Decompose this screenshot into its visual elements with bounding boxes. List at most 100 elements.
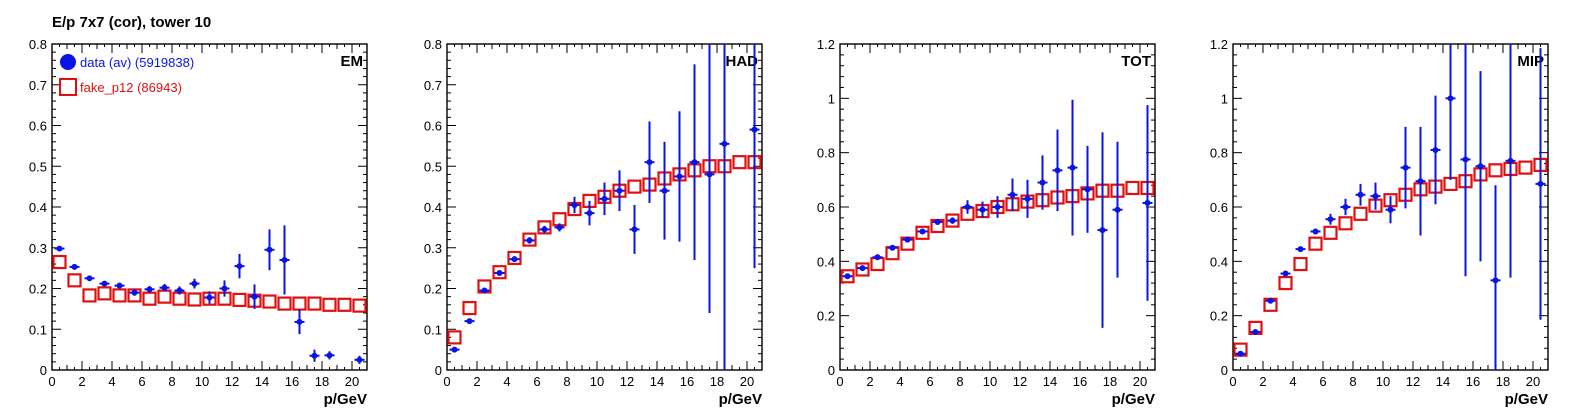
fake-point [97, 286, 112, 301]
data-point [131, 289, 138, 296]
data-point [526, 237, 533, 244]
y-tick-label: 0.1 [29, 322, 47, 337]
fake-point [52, 254, 67, 270]
fake-point [1308, 236, 1323, 251]
y-tick-label: 0.7 [424, 78, 442, 93]
data-point [1372, 193, 1379, 200]
y-tick-label: 0.1 [424, 322, 442, 337]
x-tick-label: 6 [533, 374, 540, 389]
data-point [1054, 167, 1061, 174]
y-tick-label: 0.3 [424, 241, 442, 256]
data-point [1144, 199, 1151, 206]
data-point [919, 228, 926, 235]
fake-point [522, 232, 537, 247]
fake-point [352, 298, 367, 313]
legend-fake-label: fake_p12 (86943) [80, 80, 182, 95]
y-tick-label: 0.8 [29, 37, 47, 52]
x-tick-label: 4 [503, 374, 510, 389]
x-tick-label: 4 [896, 374, 903, 389]
x-tick-label: 4 [1289, 374, 1296, 389]
y-tick-label: 1.2 [817, 37, 835, 52]
data-point [116, 282, 123, 289]
data-point [191, 280, 198, 287]
y-tick-label: 0.2 [1210, 309, 1228, 324]
y-tick-label: 0.4 [424, 200, 442, 215]
x-tick-label: 14 [255, 374, 269, 389]
panel-title: HAD [726, 53, 759, 70]
y-tick-label: 0 [828, 363, 835, 378]
data-point [1432, 146, 1439, 153]
data-point [949, 217, 956, 224]
plot-panel-had: 0 2 4 6 8 10 12 14 16 18 20 0 0.1 0.2 0.3 0.4 0.5 0.6 0.7 0… [424, 37, 763, 408]
data-point [691, 159, 698, 166]
x-tick-label: 0 [48, 374, 55, 389]
plot-area [840, 99, 1155, 328]
x-tick-label: 14 [1043, 374, 1057, 389]
data-point [571, 201, 578, 208]
y-tick-label: 0 [40, 363, 47, 378]
x-tick-label: 6 [1319, 374, 1326, 389]
x-tick-label: 6 [926, 374, 933, 389]
data-point [586, 210, 593, 217]
fake-point [157, 289, 172, 304]
y-tick-label: 0 [435, 363, 442, 378]
fake-point [492, 265, 507, 280]
x-tick-label: 0 [1229, 374, 1236, 389]
fake-point [945, 213, 960, 228]
data-point [1357, 191, 1364, 198]
x-tick-label: 16 [1073, 374, 1087, 389]
x-tick-label: 0 [836, 374, 843, 389]
x-axis-label: p/GeV [324, 391, 367, 408]
figure-title: E/p 7x7 (cor), tower 10 [52, 14, 211, 31]
panel-title: EM [341, 53, 364, 70]
fake-point [82, 288, 97, 303]
data-point [86, 275, 93, 282]
y-tick-label: 0.5 [29, 159, 47, 174]
data-point [356, 356, 363, 363]
data-point [964, 204, 971, 210]
y-tick-label: 0.5 [424, 159, 442, 174]
fake-point [1125, 180, 1140, 196]
y-tick-label: 0.2 [817, 309, 835, 324]
x-tick-label: 20 [1133, 374, 1147, 389]
data-point [266, 246, 273, 253]
data-point [206, 294, 213, 301]
data-point [601, 195, 608, 202]
plot-panel-tot: 0 2 4 6 8 10 12 14 16 18 20 0 0.2 0.4 0.6 0.8 1 1.2 p/GeV T… [817, 37, 1156, 408]
x-tick-label: 14 [1436, 374, 1450, 389]
x-tick-label: 8 [1349, 374, 1356, 389]
fake-point [232, 292, 247, 308]
y-tick-label: 0.6 [817, 200, 835, 215]
x-axis-label: p/GeV [1505, 391, 1548, 408]
fake-point [322, 297, 337, 312]
data-point [1084, 186, 1091, 193]
x-tick-label: 8 [956, 374, 963, 389]
fake-point [855, 262, 870, 277]
fake-point [507, 250, 522, 266]
data-point [1039, 179, 1046, 186]
x-tick-label: 4 [108, 374, 115, 389]
fake-point [307, 296, 322, 311]
fake-point [262, 294, 277, 309]
plot-panel-em: 0 2 4 6 8 10 12 14 16 18 20 0 0.1 0.2 0.3 0.4 0.5 0.6 0.7 0… [29, 37, 368, 408]
data-point [101, 280, 108, 287]
y-tick-label: 1 [828, 91, 835, 106]
data-point [541, 226, 548, 233]
data-point [56, 245, 63, 252]
y-tick-label: 0.8 [1210, 146, 1228, 161]
data-point [71, 263, 78, 270]
x-tick-label: 20 [1526, 374, 1540, 389]
fake-point [1518, 160, 1533, 175]
fake-point [840, 269, 855, 284]
x-tick-label: 10 [590, 374, 604, 389]
fake-point [277, 296, 292, 311]
y-tick-label: 0.8 [424, 37, 442, 52]
data-point [146, 286, 153, 293]
x-tick-label: 16 [1466, 374, 1480, 389]
y-tick-label: 0.6 [1210, 200, 1228, 215]
x-tick-label: 14 [650, 374, 664, 389]
panel-title: TOT [1121, 53, 1151, 70]
data-point [236, 263, 243, 270]
data-point [1507, 157, 1514, 164]
data-point [326, 352, 333, 359]
